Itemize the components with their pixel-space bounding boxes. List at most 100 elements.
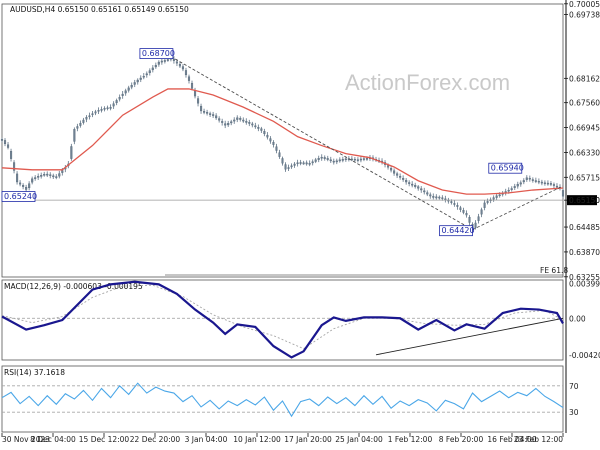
- candle-body-184: [555, 185, 559, 188]
- candle-body-183: [552, 184, 556, 186]
- candle-body-149: [450, 201, 453, 203]
- candle-body-111: [335, 160, 338, 163]
- candle-body-146: [441, 197, 444, 199]
- candle-body-99: [299, 162, 302, 164]
- candle-body-62: [187, 76, 191, 81]
- candle-body-85: [257, 127, 260, 129]
- candle-body-178: [537, 180, 540, 183]
- macd-panel-frame: [1, 279, 564, 361]
- candle-body-18: [55, 176, 58, 178]
- candle-body-57: [172, 58, 175, 61]
- candle-body-140: [423, 190, 426, 193]
- candle-body-28: [85, 117, 88, 120]
- candle-body-142: [429, 194, 432, 197]
- candle-body-171: [516, 184, 519, 187]
- macd-line: [1, 280, 564, 359]
- candle-body-139: [420, 188, 423, 191]
- rsi-y-tick-label-0: 70: [569, 382, 579, 391]
- x-tick-label-9: 8 Feb 20:00: [439, 435, 484, 444]
- candle-body-14: [43, 174, 46, 176]
- candle-body-24: [73, 129, 76, 142]
- candle-body-114: [344, 158, 347, 161]
- main-y-tick-label-2: 0.68162: [569, 74, 600, 83]
- candle-body-141: [426, 192, 429, 195]
- candle-body-53: [160, 60, 163, 63]
- candle-body-45: [136, 79, 139, 83]
- candle-body-131: [396, 173, 399, 176]
- candle-body-7: [22, 185, 25, 187]
- candle-body-59: [178, 64, 182, 67]
- main-y-tick-label-5: 0.66330: [569, 148, 600, 157]
- candle-body-106: [320, 156, 323, 159]
- fib-level-label: FE 61.8: [540, 266, 568, 275]
- x-tick-label-10: 16 Feb 04:00: [487, 435, 536, 444]
- x-tick-label-8: 1 Feb 12:00: [388, 435, 433, 444]
- candle-body-165: [498, 194, 501, 197]
- price-label-0: 0.68700: [142, 49, 175, 58]
- candle-body-10: [31, 178, 34, 183]
- candle-body-104: [314, 159, 317, 162]
- candle-body-160: [483, 202, 486, 208]
- candle-body-143: [432, 196, 435, 198]
- candle-body-169: [510, 188, 513, 190]
- candle-body-12: [37, 176, 40, 178]
- candle-body-20: [61, 170, 64, 173]
- candle-body-97: [293, 163, 296, 166]
- candle-body-105: [317, 158, 320, 160]
- candle-body-86: [260, 128, 263, 131]
- current-price-badge-label: 0.65150: [569, 196, 600, 205]
- candle-body-6: [19, 182, 22, 185]
- candle-body-63: [190, 82, 194, 89]
- candle-body-50: [151, 67, 154, 71]
- candle-body-88: [266, 134, 269, 138]
- candle-body-13: [40, 175, 43, 177]
- candle-body-96: [290, 165, 293, 168]
- candle-body-170: [513, 186, 516, 188]
- main-y-tick-label-6: 0.65715: [569, 173, 600, 182]
- candle-body-58: [175, 61, 178, 64]
- candle-body-98: [296, 162, 299, 165]
- candle-body-46: [139, 77, 142, 80]
- candle-body-51: [154, 64, 157, 68]
- candle-body-74: [224, 123, 227, 126]
- rsi-title: RSI(14) 37.1618: [4, 368, 65, 377]
- x-tick-label-1: 8 Dec 04:00: [30, 435, 76, 444]
- candle-body-89: [269, 138, 272, 142]
- candle-body-108: [326, 158, 329, 160]
- candle-body-73: [221, 121, 224, 123]
- rsi-line: [1, 382, 564, 418]
- current-price-badge: [567, 195, 597, 206]
- candle-body-19: [58, 173, 61, 177]
- candle-body-174: [525, 177, 528, 180]
- candle-body-52: [157, 61, 160, 65]
- candle-body-76: [230, 121, 233, 124]
- candle-body-176: [531, 179, 534, 181]
- candle-body-129: [390, 168, 393, 171]
- main-chart-title: AUDUSD,H4 0.65150 0.65161 0.65149 0.6515…: [10, 5, 189, 14]
- candle-body-16: [49, 174, 52, 176]
- candle-body-155: [468, 217, 471, 223]
- candle-body-39: [118, 97, 121, 100]
- candle-body-79: [239, 118, 242, 120]
- candle-body-84: [254, 125, 257, 128]
- candle-body-48: [145, 73, 148, 76]
- candle-body-182: [549, 183, 552, 185]
- candle-body-60: [181, 66, 185, 70]
- rsi-y-tick-label-1: 30: [569, 408, 579, 417]
- candle-body-77: [233, 119, 236, 122]
- candle-body-133: [402, 178, 405, 180]
- candle-body-128: [387, 165, 390, 168]
- candle-body-4: [13, 162, 16, 171]
- candle-body-120: [362, 158, 365, 160]
- candle-body-110: [332, 160, 335, 163]
- main-panel-frame: [1, 3, 564, 278]
- candle-body-117: [353, 158, 356, 161]
- candle-body-70: [212, 114, 215, 116]
- x-tick-label-6: 17 Jan 20:00: [284, 435, 332, 444]
- candle-body-9: [28, 183, 31, 189]
- candle-body-55: [166, 59, 169, 61]
- candle-body-95: [287, 167, 290, 169]
- candle-body-172: [519, 182, 522, 185]
- x-tick-label-4: 3 Jan 04:00: [185, 435, 228, 444]
